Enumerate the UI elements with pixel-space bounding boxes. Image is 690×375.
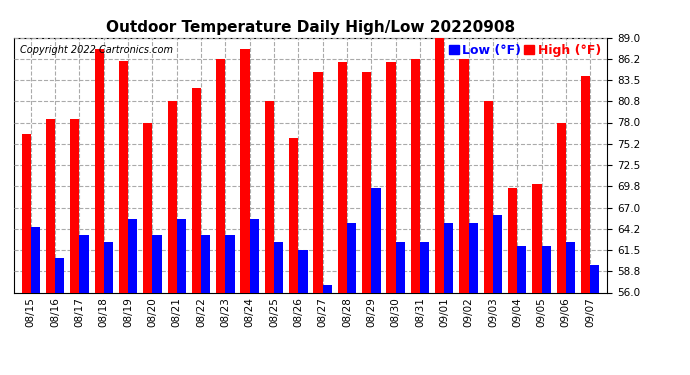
Bar [542, 246, 551, 292]
Bar [265, 101, 274, 292]
Bar [289, 138, 298, 292]
Bar [144, 123, 152, 292]
Bar [435, 38, 444, 292]
Bar [250, 219, 259, 292]
Bar [460, 59, 469, 292]
Bar [313, 72, 323, 292]
Bar [152, 234, 161, 292]
Bar [55, 258, 64, 292]
Bar [493, 215, 502, 292]
Bar [177, 219, 186, 292]
Bar [532, 184, 542, 292]
Bar [46, 118, 55, 292]
Bar [201, 234, 210, 292]
Bar [386, 62, 395, 292]
Title: Outdoor Temperature Daily High/Low 20220908: Outdoor Temperature Daily High/Low 20220… [106, 20, 515, 35]
Bar [444, 223, 453, 292]
Bar [590, 266, 600, 292]
Bar [298, 250, 308, 292]
Legend: Low (°F), High (°F): Low (°F), High (°F) [444, 39, 606, 62]
Bar [216, 59, 226, 292]
Bar [557, 123, 566, 292]
Bar [566, 242, 575, 292]
Bar [79, 234, 89, 292]
Bar [31, 227, 40, 292]
Bar [371, 188, 381, 292]
Bar [581, 76, 590, 292]
Bar [168, 101, 177, 292]
Bar [518, 246, 526, 292]
Bar [240, 49, 250, 292]
Bar [347, 223, 356, 292]
Bar [70, 118, 79, 292]
Bar [420, 242, 429, 292]
Bar [411, 59, 420, 292]
Bar [192, 88, 201, 292]
Bar [274, 242, 284, 292]
Bar [21, 134, 31, 292]
Bar [362, 72, 371, 292]
Bar [119, 61, 128, 292]
Bar [508, 188, 518, 292]
Bar [95, 49, 103, 292]
Bar [469, 223, 477, 292]
Bar [226, 234, 235, 292]
Bar [323, 285, 332, 292]
Text: Copyright 2022 Cartronics.com: Copyright 2022 Cartronics.com [20, 45, 172, 55]
Bar [104, 242, 113, 292]
Bar [337, 62, 347, 292]
Bar [484, 101, 493, 292]
Bar [128, 219, 137, 292]
Bar [395, 242, 405, 292]
